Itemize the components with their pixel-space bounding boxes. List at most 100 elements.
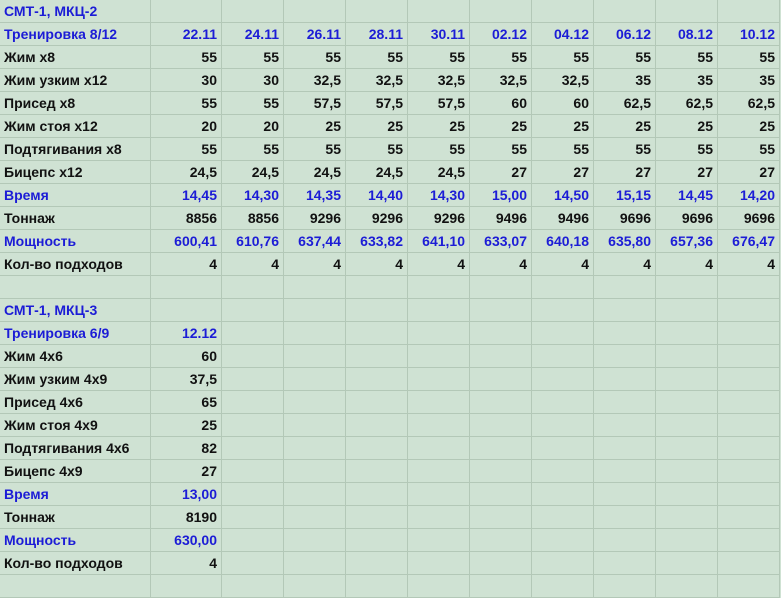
- empty-cell[interactable]: [655, 413, 718, 437]
- value-cell[interactable]: 9296: [345, 206, 408, 230]
- value-cell[interactable]: 4: [150, 252, 222, 276]
- empty-cell[interactable]: [655, 298, 718, 322]
- value-cell[interactable]: 30: [221, 68, 284, 92]
- empty-cell[interactable]: [283, 275, 346, 299]
- row-label[interactable]: Жим узким 4х9: [0, 367, 151, 391]
- row-label[interactable]: Время: [0, 183, 151, 207]
- value-cell[interactable]: 610,76: [221, 229, 284, 253]
- value-cell[interactable]: 4: [345, 252, 408, 276]
- value-cell[interactable]: 637,44: [283, 229, 346, 253]
- value-cell[interactable]: 9296: [283, 206, 346, 230]
- value-cell[interactable]: 633,07: [469, 229, 532, 253]
- empty-cell[interactable]: [655, 321, 718, 345]
- empty-cell[interactable]: [469, 413, 532, 437]
- empty-cell[interactable]: [655, 275, 718, 299]
- value-cell[interactable]: 25: [531, 114, 594, 138]
- empty-cell[interactable]: [469, 482, 532, 506]
- value-cell[interactable]: 55: [150, 137, 222, 161]
- value-cell[interactable]: 32,5: [531, 68, 594, 92]
- date-header-cell[interactable]: 02.12: [469, 22, 532, 46]
- empty-cell[interactable]: [283, 344, 346, 368]
- empty-cell[interactable]: [221, 436, 284, 460]
- value-cell[interactable]: 24,5: [407, 160, 470, 184]
- empty-cell[interactable]: [717, 0, 780, 23]
- value-cell[interactable]: 25: [345, 114, 408, 138]
- value-cell[interactable]: 641,10: [407, 229, 470, 253]
- value-cell[interactable]: 14,45: [150, 183, 222, 207]
- empty-cell[interactable]: [469, 528, 532, 552]
- empty-cell[interactable]: [717, 413, 780, 437]
- empty-cell[interactable]: [407, 390, 470, 414]
- value-cell[interactable]: 35: [593, 68, 656, 92]
- empty-cell[interactable]: [221, 413, 284, 437]
- empty-cell[interactable]: [531, 459, 594, 483]
- date-header-cell[interactable]: 04.12: [531, 22, 594, 46]
- value-cell[interactable]: 14,45: [655, 183, 718, 207]
- value-cell[interactable]: 20: [221, 114, 284, 138]
- empty-cell[interactable]: [283, 436, 346, 460]
- empty-cell[interactable]: [469, 551, 532, 575]
- row-label[interactable]: Мощность: [0, 528, 151, 552]
- value-cell[interactable]: 8856: [221, 206, 284, 230]
- empty-cell[interactable]: [345, 574, 408, 598]
- empty-cell[interactable]: [655, 528, 718, 552]
- value-cell[interactable]: 24,5: [345, 160, 408, 184]
- row-label[interactable]: Жим стоя 4х9: [0, 413, 151, 437]
- empty-cell[interactable]: [345, 482, 408, 506]
- value-cell[interactable]: 13,00: [150, 482, 222, 506]
- value-cell[interactable]: 55: [283, 137, 346, 161]
- value-cell[interactable]: 14,20: [717, 183, 780, 207]
- row-label[interactable]: Бицепс х12: [0, 160, 151, 184]
- value-cell[interactable]: 32,5: [469, 68, 532, 92]
- empty-cell[interactable]: [345, 528, 408, 552]
- empty-cell[interactable]: [593, 551, 656, 575]
- empty-cell[interactable]: [283, 574, 346, 598]
- value-cell[interactable]: 55: [221, 137, 284, 161]
- empty-cell[interactable]: [717, 505, 780, 529]
- value-cell[interactable]: 24,5: [221, 160, 284, 184]
- empty-cell[interactable]: [283, 459, 346, 483]
- empty-cell[interactable]: [150, 574, 222, 598]
- value-cell[interactable]: 55: [345, 45, 408, 69]
- empty-cell[interactable]: [469, 436, 532, 460]
- value-cell[interactable]: 57,5: [283, 91, 346, 115]
- value-cell[interactable]: 35: [655, 68, 718, 92]
- value-cell[interactable]: 27: [717, 160, 780, 184]
- row-label[interactable]: Жим 4х6: [0, 344, 151, 368]
- empty-cell[interactable]: [717, 344, 780, 368]
- value-cell[interactable]: 14,35: [283, 183, 346, 207]
- date-header-cell[interactable]: 12.12: [150, 321, 222, 345]
- empty-cell[interactable]: [345, 344, 408, 368]
- value-cell[interactable]: 62,5: [655, 91, 718, 115]
- value-cell[interactable]: 14,40: [345, 183, 408, 207]
- value-cell[interactable]: 55: [717, 45, 780, 69]
- value-cell[interactable]: 9296: [407, 206, 470, 230]
- empty-cell[interactable]: [469, 459, 532, 483]
- value-cell[interactable]: 9696: [593, 206, 656, 230]
- empty-cell[interactable]: [407, 459, 470, 483]
- empty-cell[interactable]: [593, 413, 656, 437]
- empty-cell[interactable]: [531, 551, 594, 575]
- value-cell[interactable]: 60: [531, 91, 594, 115]
- empty-cell[interactable]: [221, 390, 284, 414]
- value-cell[interactable]: 55: [531, 45, 594, 69]
- empty-cell[interactable]: [407, 298, 470, 322]
- value-cell[interactable]: 4: [407, 252, 470, 276]
- empty-cell[interactable]: [283, 413, 346, 437]
- empty-cell[interactable]: [717, 551, 780, 575]
- value-cell[interactable]: 55: [345, 137, 408, 161]
- empty-cell[interactable]: [593, 482, 656, 506]
- empty-cell[interactable]: [407, 551, 470, 575]
- value-cell[interactable]: 8856: [150, 206, 222, 230]
- empty-cell[interactable]: [531, 0, 594, 23]
- empty-cell[interactable]: [593, 367, 656, 391]
- empty-cell[interactable]: [283, 505, 346, 529]
- empty-cell[interactable]: [655, 505, 718, 529]
- row-label[interactable]: Бицепс 4х9: [0, 459, 151, 483]
- value-cell[interactable]: 9696: [717, 206, 780, 230]
- value-cell[interactable]: 55: [469, 45, 532, 69]
- empty-cell[interactable]: [593, 574, 656, 598]
- value-cell[interactable]: 55: [407, 137, 470, 161]
- date-header-cell[interactable]: 28.11: [345, 22, 408, 46]
- value-cell[interactable]: 4: [150, 551, 222, 575]
